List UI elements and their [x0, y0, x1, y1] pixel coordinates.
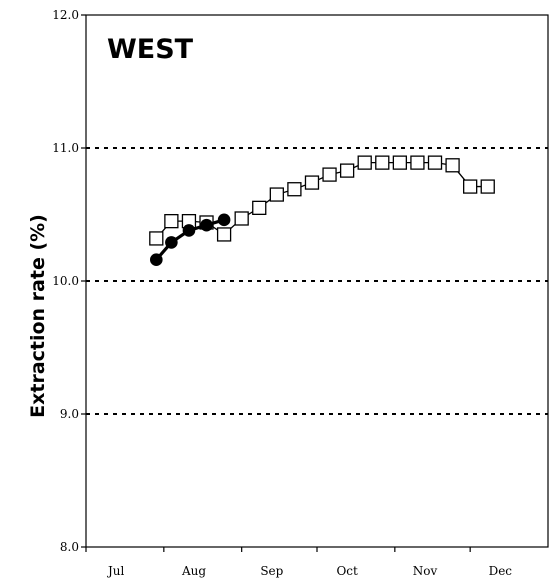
text-layer: WEST Extraction rate (%)	[27, 34, 194, 418]
data-point-square	[287, 182, 302, 197]
data-point-square	[234, 211, 249, 226]
series-layer	[149, 155, 495, 267]
data-point-square	[427, 155, 443, 170]
x-tick-label: Dec	[489, 564, 513, 578]
chart-title: WEST	[107, 34, 194, 65]
y-axis-label: Extraction rate (%)	[27, 214, 49, 418]
data-point-circle	[217, 213, 231, 227]
data-point-square	[445, 158, 460, 173]
y-tick-label: 11.0	[52, 141, 79, 155]
data-point-circle	[200, 218, 213, 232]
y-tick-label: 10.0	[52, 274, 79, 288]
data-point-square	[269, 187, 284, 202]
x-tick-label: Aug	[181, 564, 206, 578]
axes: 8.0 9.0 10.0 11.0 12.0 Jul Aug Sep Oct Nov Dec	[52, 8, 549, 578]
data-point-square	[252, 200, 267, 216]
data-point-square	[322, 167, 337, 182]
x-tick-label: Sep	[260, 564, 283, 578]
data-point-square	[480, 179, 495, 194]
plot-frame	[85, 14, 549, 548]
data-point-circle	[182, 224, 196, 237]
data-point-square	[463, 179, 478, 194]
y-tick-label: 8.0	[60, 540, 79, 554]
x-tick-label: Jul	[106, 564, 125, 578]
y-tick-label: 12.0	[52, 8, 79, 22]
x-tick-label: Nov	[413, 564, 438, 578]
data-point-square	[392, 155, 408, 170]
data-point-square	[410, 155, 425, 170]
x-tick-label: Oct	[336, 564, 358, 578]
data-point-square	[375, 155, 390, 170]
data-point-square	[149, 231, 164, 246]
data-point-circle	[165, 236, 178, 249]
data-point-square	[339, 163, 355, 178]
data-point-square	[164, 213, 179, 229]
data-point-square	[357, 155, 372, 170]
data-point-square	[216, 227, 232, 242]
data-point-circle	[150, 253, 163, 267]
data-point-square	[304, 175, 320, 190]
y-tick-label: 9.0	[60, 407, 79, 421]
